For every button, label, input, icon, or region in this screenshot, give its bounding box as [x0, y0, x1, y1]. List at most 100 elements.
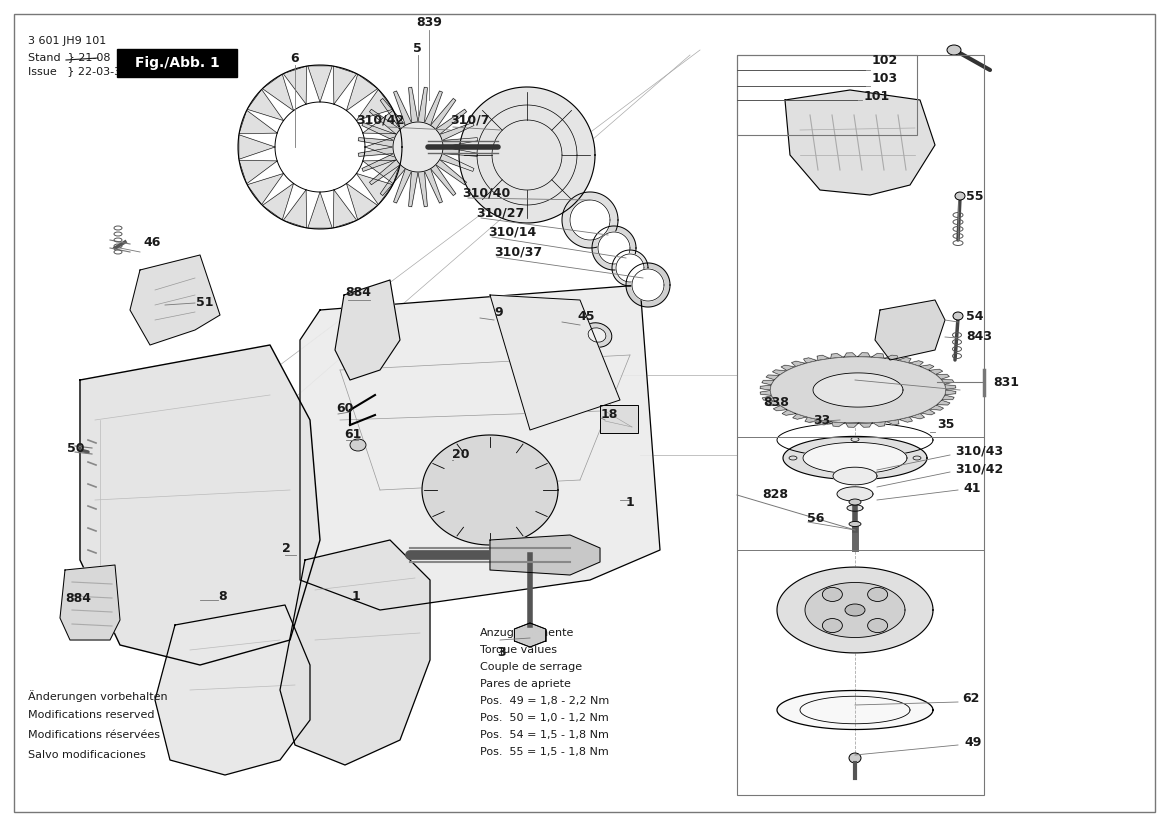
Ellipse shape [947, 45, 961, 55]
Text: 46: 46 [143, 236, 160, 249]
Polygon shape [394, 169, 411, 203]
Polygon shape [419, 88, 428, 123]
Polygon shape [419, 171, 428, 206]
Ellipse shape [789, 456, 797, 460]
Text: 6: 6 [291, 51, 299, 64]
Text: 61: 61 [344, 429, 361, 442]
Text: 18: 18 [601, 409, 618, 421]
Polygon shape [530, 629, 546, 641]
Polygon shape [762, 380, 774, 385]
Text: Fig./Abb. 1: Fig./Abb. 1 [134, 56, 220, 70]
Bar [736, 55, 984, 795]
Polygon shape [362, 122, 396, 140]
Polygon shape [873, 422, 885, 426]
Polygon shape [307, 192, 332, 228]
Text: 60: 60 [336, 401, 353, 415]
Text: 51: 51 [196, 297, 214, 310]
Polygon shape [240, 111, 277, 134]
Polygon shape [422, 435, 558, 545]
Text: 310/42: 310/42 [355, 113, 404, 126]
Text: Couple de serrage: Couple de serrage [480, 662, 582, 672]
Text: Torque values: Torque values [480, 645, 556, 655]
Polygon shape [369, 159, 400, 185]
Text: 54: 54 [966, 310, 983, 322]
Polygon shape [60, 565, 120, 640]
Polygon shape [424, 169, 442, 203]
Ellipse shape [867, 619, 887, 633]
Text: 20: 20 [452, 449, 470, 462]
Polygon shape [514, 629, 530, 641]
Polygon shape [812, 373, 902, 407]
Polygon shape [936, 374, 949, 379]
Polygon shape [946, 390, 956, 395]
Polygon shape [357, 173, 393, 205]
Text: 310/14: 310/14 [487, 225, 537, 239]
Polygon shape [570, 200, 610, 240]
Polygon shape [920, 365, 934, 370]
Text: 843: 843 [966, 330, 992, 343]
Polygon shape [777, 691, 933, 729]
Polygon shape [530, 635, 546, 647]
Polygon shape [909, 361, 924, 366]
Text: 103: 103 [872, 72, 898, 84]
Text: 838: 838 [763, 396, 789, 410]
Text: Pares de apriete: Pares de apriete [480, 679, 570, 689]
Text: 35: 35 [938, 419, 954, 431]
Polygon shape [155, 605, 310, 775]
Ellipse shape [913, 456, 921, 460]
Text: 3: 3 [497, 647, 506, 659]
Polygon shape [424, 91, 442, 126]
Polygon shape [929, 369, 942, 374]
Ellipse shape [867, 587, 887, 601]
Polygon shape [283, 190, 306, 228]
Polygon shape [247, 89, 284, 121]
Ellipse shape [955, 192, 964, 200]
Text: 884: 884 [345, 287, 371, 300]
Polygon shape [130, 255, 220, 345]
Polygon shape [837, 487, 873, 501]
Text: Pos.  55 = 1,5 - 1,8 Nm: Pos. 55 = 1,5 - 1,8 Nm [480, 747, 609, 757]
Text: Modifications reserved: Modifications reserved [28, 710, 154, 720]
Polygon shape [845, 423, 858, 427]
Polygon shape [393, 122, 443, 172]
Polygon shape [770, 357, 946, 424]
Polygon shape [436, 159, 466, 185]
Text: 884: 884 [65, 591, 91, 605]
Polygon shape [380, 98, 406, 130]
Text: 102: 102 [872, 55, 898, 68]
Polygon shape [803, 358, 817, 363]
Polygon shape [490, 535, 600, 575]
Polygon shape [931, 406, 943, 411]
Polygon shape [592, 226, 636, 270]
Polygon shape [921, 410, 935, 415]
Polygon shape [307, 66, 332, 102]
Polygon shape [942, 380, 954, 384]
Polygon shape [380, 164, 406, 196]
Polygon shape [616, 254, 644, 282]
Ellipse shape [849, 521, 862, 526]
Polygon shape [459, 87, 595, 223]
Polygon shape [262, 183, 293, 220]
Ellipse shape [350, 439, 366, 451]
Polygon shape [818, 420, 831, 425]
Polygon shape [805, 582, 905, 638]
Polygon shape [773, 370, 786, 375]
Polygon shape [281, 540, 430, 765]
Polygon shape [938, 401, 950, 405]
Polygon shape [774, 406, 787, 411]
Ellipse shape [822, 619, 843, 633]
Text: 8: 8 [217, 591, 227, 604]
Polygon shape [262, 74, 293, 111]
Text: 2: 2 [282, 542, 291, 554]
Polygon shape [911, 414, 925, 419]
Polygon shape [844, 353, 857, 357]
Ellipse shape [849, 753, 862, 763]
Polygon shape [514, 623, 530, 635]
Polygon shape [859, 423, 872, 427]
Polygon shape [369, 109, 400, 135]
Text: 310/43: 310/43 [955, 444, 1003, 458]
Text: 831: 831 [992, 376, 1019, 388]
Text: 310/27: 310/27 [476, 206, 524, 220]
Polygon shape [514, 635, 530, 647]
Text: 33: 33 [812, 414, 830, 426]
